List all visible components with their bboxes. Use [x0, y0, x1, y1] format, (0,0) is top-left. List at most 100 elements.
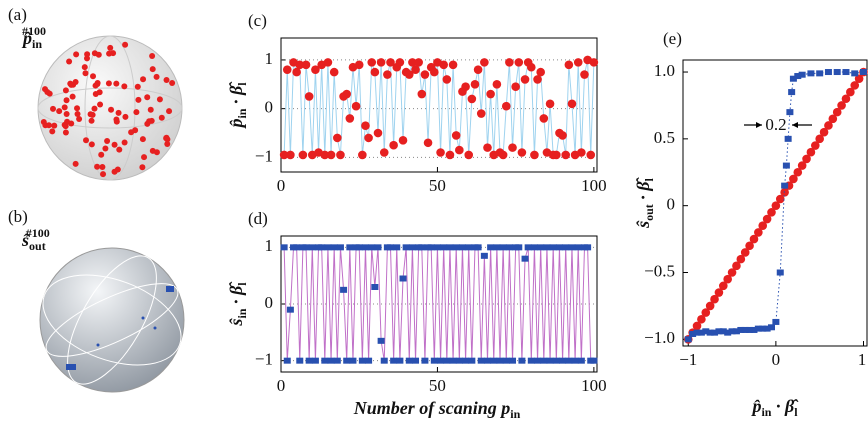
point — [427, 244, 435, 251]
point — [451, 131, 461, 140]
point — [749, 234, 759, 244]
point — [798, 71, 806, 78]
y-axis-label: p̂in · β̂l — [226, 81, 249, 130]
sphere-dot — [139, 164, 146, 171]
label-sub: in — [32, 37, 42, 51]
point — [329, 67, 339, 77]
point — [702, 328, 710, 335]
point — [443, 357, 451, 364]
point — [423, 138, 433, 148]
point — [492, 79, 502, 89]
point — [584, 244, 592, 251]
label-sub: in — [235, 308, 249, 318]
sphere-dot — [73, 51, 80, 58]
point — [436, 148, 445, 157]
x-axis-label: p̂in · β̂l — [750, 396, 799, 419]
point — [433, 244, 441, 251]
sphere-dot — [62, 129, 69, 136]
point — [794, 73, 802, 80]
sphere-dot — [166, 108, 173, 115]
point — [351, 101, 361, 111]
x-tick-label: 50 — [429, 376, 446, 395]
point — [802, 154, 811, 164]
point — [461, 82, 470, 92]
series-line — [283, 59, 595, 156]
sphere-dot — [144, 94, 151, 101]
sphere-dot — [100, 171, 107, 178]
point — [367, 58, 377, 67]
sphere-dot — [121, 139, 128, 146]
sphere-dot — [97, 101, 104, 108]
sphere-dot — [135, 96, 142, 103]
sphere-dot — [89, 111, 96, 118]
point — [719, 328, 727, 335]
sphere-dot — [74, 105, 81, 112]
point — [418, 244, 426, 251]
label-part: · β̂ — [771, 396, 799, 416]
point — [462, 357, 470, 364]
sphere-dot — [82, 70, 89, 77]
point — [552, 150, 561, 160]
point — [854, 74, 864, 84]
sphere-dot — [42, 86, 49, 93]
point — [701, 308, 711, 317]
x-tick-label: −1 — [679, 350, 697, 369]
point — [295, 60, 305, 70]
y-tick-label: −0.5 — [644, 261, 675, 280]
point — [842, 69, 850, 76]
label-part: p̂ — [226, 119, 246, 130]
point — [324, 244, 332, 251]
sphere-dot — [40, 118, 47, 125]
point — [473, 65, 483, 74]
sphere-dot — [76, 115, 83, 122]
point — [775, 194, 785, 204]
y-axis-label: ŝout · β̂l — [633, 176, 656, 228]
sphere-dot — [107, 44, 114, 51]
point — [819, 127, 829, 137]
point — [732, 261, 741, 271]
point — [524, 244, 532, 251]
point — [549, 244, 557, 251]
point — [501, 101, 511, 111]
point — [405, 357, 413, 364]
point — [414, 58, 423, 67]
point — [333, 133, 342, 143]
point — [754, 325, 762, 332]
sphere-a — [37, 35, 183, 181]
point — [543, 244, 551, 251]
point — [323, 58, 333, 67]
point — [455, 145, 464, 155]
label-sub: in — [761, 405, 771, 419]
point — [496, 357, 504, 364]
sphere-dot — [140, 76, 147, 83]
point — [279, 150, 289, 160]
point — [389, 140, 398, 150]
point — [446, 244, 454, 251]
sphere-dot — [153, 149, 160, 156]
point — [577, 148, 586, 157]
arrow-head — [792, 122, 798, 128]
point — [480, 58, 489, 67]
point — [499, 244, 507, 251]
point — [517, 148, 527, 157]
point — [568, 244, 576, 251]
point — [515, 244, 523, 251]
point — [379, 148, 389, 157]
point — [816, 70, 824, 77]
point — [710, 294, 719, 304]
sphere-dot — [91, 105, 98, 112]
sphere-dot — [72, 79, 79, 86]
point — [373, 128, 383, 138]
point — [509, 357, 517, 364]
point — [474, 244, 482, 251]
y-tick-label: 0 — [667, 195, 676, 214]
point — [437, 357, 445, 364]
sphere-dot — [66, 58, 73, 65]
sphere-dot — [149, 53, 156, 60]
point — [368, 244, 376, 251]
point — [580, 70, 589, 79]
point — [559, 357, 567, 364]
point — [449, 357, 457, 364]
point — [452, 244, 460, 251]
